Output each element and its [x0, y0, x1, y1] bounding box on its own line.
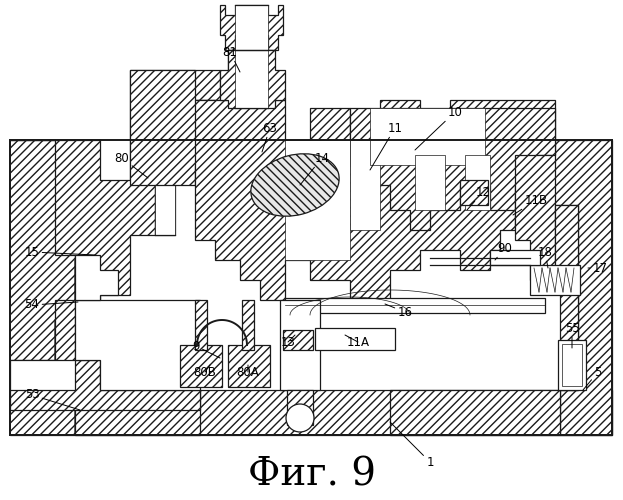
Bar — [415, 155, 445, 210]
Polygon shape — [515, 155, 555, 280]
Bar — [195, 300, 207, 350]
Text: 12: 12 — [467, 186, 490, 210]
Polygon shape — [220, 5, 283, 50]
Bar — [460, 180, 488, 205]
Text: 90: 90 — [495, 242, 513, 260]
Polygon shape — [350, 108, 555, 230]
Bar — [235, 50, 268, 108]
Text: 80A: 80A — [237, 365, 259, 378]
Text: 10: 10 — [415, 106, 462, 150]
Bar — [315, 328, 395, 350]
Text: 80B: 80B — [194, 365, 216, 378]
Bar — [155, 185, 175, 235]
Polygon shape — [130, 70, 215, 235]
Text: 16: 16 — [385, 304, 412, 318]
Bar — [490, 250, 540, 265]
Text: 11B: 11B — [513, 194, 548, 215]
Text: 15: 15 — [24, 246, 95, 258]
Text: 54: 54 — [24, 298, 78, 312]
Bar — [465, 155, 490, 210]
Bar — [562, 344, 582, 386]
Text: 11: 11 — [370, 122, 402, 170]
Text: 63: 63 — [262, 122, 277, 152]
Text: 14: 14 — [300, 152, 330, 185]
Bar — [283, 330, 313, 350]
Polygon shape — [75, 390, 200, 435]
Bar — [350, 140, 380, 230]
Polygon shape — [10, 360, 75, 390]
Bar — [287, 390, 313, 425]
Bar — [530, 265, 580, 295]
Text: 5: 5 — [583, 366, 602, 390]
Bar — [558, 340, 586, 390]
Text: 9: 9 — [193, 340, 220, 358]
Text: 1: 1 — [390, 422, 434, 469]
Bar — [285, 298, 545, 313]
Bar — [370, 108, 485, 165]
Polygon shape — [550, 140, 612, 435]
Polygon shape — [10, 70, 220, 300]
Bar — [280, 300, 320, 390]
Polygon shape — [390, 390, 560, 435]
Polygon shape — [195, 100, 555, 300]
Bar — [228, 50, 236, 70]
Text: 80: 80 — [115, 152, 148, 178]
Text: 11A: 11A — [345, 335, 369, 348]
Text: Фиг. 9: Фиг. 9 — [247, 456, 376, 494]
Bar — [228, 345, 270, 387]
Text: 13: 13 — [280, 335, 295, 348]
Ellipse shape — [251, 154, 339, 216]
Bar — [242, 300, 254, 350]
Polygon shape — [75, 255, 118, 300]
Text: 18: 18 — [538, 246, 553, 268]
Text: 81: 81 — [222, 46, 240, 72]
Polygon shape — [10, 300, 200, 410]
Text: 17: 17 — [588, 262, 607, 274]
Text: 55: 55 — [564, 322, 579, 348]
Polygon shape — [75, 300, 200, 390]
Bar — [265, 50, 273, 70]
Bar — [235, 5, 268, 50]
Bar — [180, 345, 222, 387]
Polygon shape — [555, 205, 578, 390]
Circle shape — [286, 404, 314, 432]
Polygon shape — [220, 50, 285, 108]
Bar — [285, 140, 350, 260]
Text: 53: 53 — [25, 388, 80, 410]
Polygon shape — [10, 140, 100, 435]
Polygon shape — [10, 390, 612, 435]
